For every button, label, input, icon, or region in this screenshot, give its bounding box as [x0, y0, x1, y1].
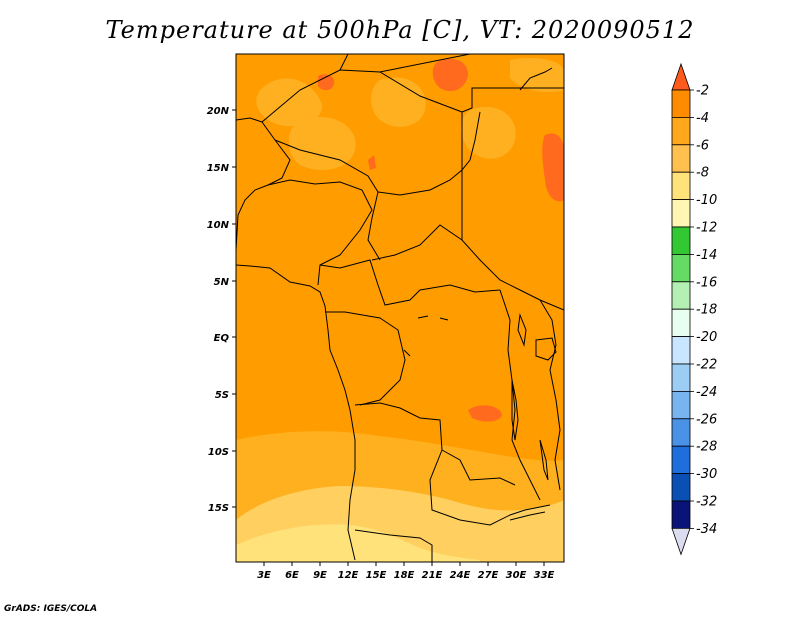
border-horn — [519, 67, 553, 91]
lake-rift — [517, 313, 527, 347]
colorbar-label: -4 — [696, 111, 709, 126]
colorbar-swatch — [671, 144, 691, 173]
lon-label-21E: 21E — [422, 570, 443, 581]
lon-label-15E: 15E — [366, 570, 387, 581]
lon-label-18E: 18E — [394, 570, 415, 581]
lake-victoria — [535, 337, 557, 361]
colorbar-label: -10 — [696, 193, 717, 208]
lon-label-30E: 30E — [506, 570, 527, 581]
colorbar-swatch — [671, 199, 691, 228]
colorbar-swatch — [671, 390, 691, 420]
lon-label-12E: 12E — [338, 570, 359, 581]
field-patch-north-1 — [256, 78, 322, 127]
map-frame — [235, 53, 565, 563]
colorbar-label: -34 — [696, 522, 717, 537]
lat-label-15N: 15N — [207, 163, 230, 174]
colorbar-swatch — [671, 89, 691, 118]
lake-kariba — [509, 511, 546, 521]
lat-label-5N: 5N — [214, 277, 230, 288]
lon-label-27E: 27E — [478, 570, 499, 581]
colorbar-label: -22 — [696, 358, 717, 373]
colorbar-swatch — [671, 500, 691, 529]
lat-label-20N: 20N — [207, 106, 230, 117]
colorbar-label: -32 — [696, 495, 717, 510]
border-congo — [325, 311, 406, 406]
border-nigeria — [267, 179, 373, 286]
colorbar-swatch — [671, 308, 691, 338]
border-sahel — [274, 139, 381, 261]
colorbar-label: -12 — [696, 221, 717, 236]
colorbar-label: -8 — [696, 166, 709, 181]
border-car-sudan — [371, 224, 564, 311]
lon-label-3E: 3E — [257, 570, 271, 581]
colorbar: -2 -4 -6 -8 -10 -12 -14 -16 -18 -20 -22 -24 -26 -28 -3… — [671, 62, 717, 556]
colorbar-swatch — [671, 363, 691, 392]
colorbar-swatch — [671, 473, 691, 502]
colorbar-label: -14 — [696, 248, 717, 263]
colorbar-label: -24 — [696, 385, 717, 400]
colorbar-swatch — [671, 253, 691, 283]
border-cameroon — [319, 259, 501, 306]
colorbar-label: -20 — [696, 330, 717, 345]
country-borders — [236, 54, 564, 562]
river-congo — [403, 315, 449, 357]
lon-label-9E: 9E — [313, 570, 327, 581]
lat-label-EQ: EQ — [214, 333, 230, 344]
colorbar-label: -6 — [696, 138, 709, 153]
colorbar-label: -18 — [696, 303, 717, 318]
field-warm-spot-3 — [542, 133, 564, 202]
colorbar-swatch — [671, 445, 691, 475]
border-north-2 — [339, 54, 349, 71]
border-north-4 — [461, 87, 564, 113]
field-warm-spot-1 — [432, 58, 468, 92]
lon-label-33E: 33E — [534, 570, 555, 581]
lat-label-5S: 5S — [215, 390, 229, 401]
border-south — [354, 529, 433, 562]
colorbar-swatch — [671, 171, 691, 200]
lat-label-10S: 10S — [208, 447, 229, 458]
lon-axis: 3E 6E 9E 12E 15E 18E 21E 24E 27E 30E 33E — [257, 562, 555, 581]
lat-label-10N: 10N — [207, 220, 230, 231]
border-angola — [354, 402, 516, 486]
coastline-west — [236, 117, 291, 251]
coastline-gulf — [236, 264, 356, 561]
lon-label-6E: 6E — [285, 570, 299, 581]
field-patch-north-4 — [461, 106, 516, 159]
colorbar-swatch — [671, 281, 691, 310]
colorbar-top-triangle — [671, 62, 691, 91]
colorbar-swatch — [671, 117, 691, 146]
lake-malawi — [539, 439, 549, 481]
field-coolest-band — [236, 524, 480, 562]
colorbar-swatch — [671, 418, 691, 447]
chart-title: Temperature at 500hPa [C], VT: 202009051… — [105, 16, 695, 44]
colorbar-label: -16 — [696, 275, 717, 290]
lon-label-24E: 24E — [450, 570, 471, 581]
colorbar-swatch — [671, 226, 691, 255]
border-drc-east — [499, 289, 541, 501]
border-zambia — [429, 449, 551, 526]
colorbar-label: -30 — [696, 467, 717, 482]
border-chad — [377, 111, 481, 196]
colorbar-bottom-triangle — [671, 528, 691, 556]
lat-axis: 20N 15N 10N 5N EQ 5S 10S 15S — [207, 106, 236, 514]
field-patch-north-3 — [371, 77, 426, 127]
border-east — [539, 299, 561, 491]
colorbar-label: -28 — [696, 440, 717, 455]
field-warm-spot-5 — [368, 155, 376, 170]
lake-tanganyika — [511, 379, 519, 441]
colorbar-swatch — [671, 336, 691, 365]
colorbar-label: -2 — [696, 84, 709, 99]
lat-label-15S: 15S — [208, 503, 229, 514]
field-warm-spot-4 — [468, 405, 502, 422]
temperature-field — [236, 54, 564, 562]
colorbar-label: -26 — [696, 412, 717, 427]
grads-credit: GrADS: IGES/COLA — [4, 604, 98, 614]
border-north-3 — [379, 54, 471, 73]
field-warm-spot-2 — [318, 74, 335, 91]
field-patch-north-2 — [288, 116, 356, 170]
